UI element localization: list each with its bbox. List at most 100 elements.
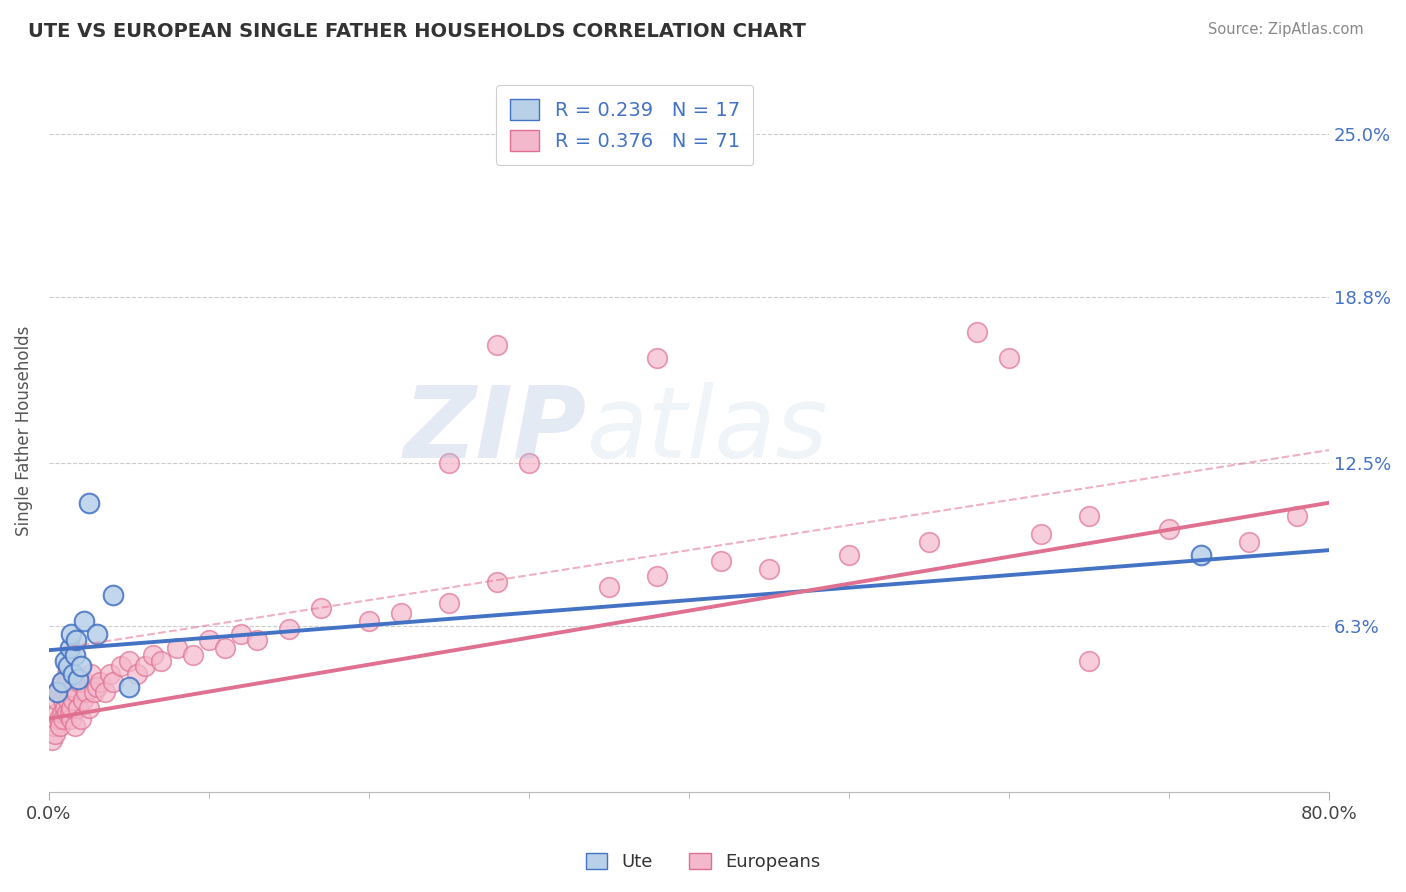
- Point: [389, 607, 412, 621]
- Point: [598, 580, 620, 594]
- Point: [56, 674, 79, 689]
- Point: [56, 693, 79, 707]
- Point: [70, 659, 93, 673]
- Point: [710, 554, 733, 568]
- Point: [214, 640, 236, 655]
- Point: [437, 456, 460, 470]
- Point: [59, 640, 82, 655]
- Text: Source: ZipAtlas.com: Source: ZipAtlas.com: [1208, 22, 1364, 37]
- Point: [65, 632, 87, 647]
- Point: [63, 719, 86, 733]
- Point: [309, 601, 332, 615]
- Point: [181, 648, 204, 663]
- Point: [149, 654, 172, 668]
- Point: [229, 627, 252, 641]
- Point: [70, 712, 93, 726]
- Point: [125, 666, 148, 681]
- Point: [51, 674, 73, 689]
- Point: [89, 674, 111, 689]
- Text: atlas: atlas: [586, 382, 828, 479]
- Point: [918, 535, 941, 549]
- Legend: R = 0.239   N = 17, R = 0.376   N = 71: R = 0.239 N = 17, R = 0.376 N = 71: [496, 86, 754, 165]
- Point: [62, 680, 84, 694]
- Point: [79, 666, 101, 681]
- Point: [118, 680, 141, 694]
- Point: [1237, 535, 1260, 549]
- Point: [437, 596, 460, 610]
- Point: [357, 614, 380, 628]
- Text: UTE VS EUROPEAN SINGLE FATHER HOUSEHOLDS CORRELATION CHART: UTE VS EUROPEAN SINGLE FATHER HOUSEHOLDS…: [28, 22, 806, 41]
- Point: [60, 627, 83, 641]
- Point: [101, 588, 124, 602]
- Point: [73, 614, 96, 628]
- Point: [60, 701, 83, 715]
- Point: [73, 674, 96, 689]
- Point: [517, 456, 540, 470]
- Point: [278, 622, 301, 636]
- Point: [60, 712, 83, 726]
- Point: [41, 732, 63, 747]
- Point: [62, 693, 84, 707]
- Text: ZIP: ZIP: [404, 382, 586, 479]
- Point: [485, 574, 508, 589]
- Point: [56, 659, 79, 673]
- Point: [998, 351, 1021, 365]
- Legend: Ute, Europeans: Ute, Europeans: [578, 846, 828, 879]
- Point: [758, 561, 780, 575]
- Point: [53, 701, 76, 715]
- Point: [46, 693, 69, 707]
- Point: [1077, 508, 1099, 523]
- Point: [1029, 527, 1052, 541]
- Point: [42, 719, 65, 733]
- Point: [134, 659, 156, 673]
- Point: [94, 685, 117, 699]
- Point: [77, 496, 100, 510]
- Point: [49, 719, 72, 733]
- Point: [52, 712, 75, 726]
- Point: [86, 627, 108, 641]
- Point: [198, 632, 221, 647]
- Point: [246, 632, 269, 647]
- Point: [46, 685, 69, 699]
- Point: [1285, 508, 1308, 523]
- Point: [98, 666, 121, 681]
- Point: [83, 685, 105, 699]
- Point: [48, 712, 70, 726]
- Point: [86, 680, 108, 694]
- Point: [110, 659, 132, 673]
- Point: [645, 569, 668, 583]
- Point: [66, 701, 89, 715]
- Point: [101, 674, 124, 689]
- Point: [59, 685, 82, 699]
- Point: [77, 701, 100, 715]
- Point: [1077, 654, 1099, 668]
- Point: [63, 648, 86, 663]
- Point: [166, 640, 188, 655]
- Point: [55, 706, 77, 721]
- Point: [838, 549, 860, 563]
- Point: [55, 666, 77, 681]
- Point: [48, 685, 70, 699]
- Point: [53, 685, 76, 699]
- Point: [72, 693, 94, 707]
- Point: [49, 680, 72, 694]
- Point: [1157, 522, 1180, 536]
- Point: [67, 674, 90, 689]
- Point: [66, 672, 89, 686]
- Point: [53, 654, 76, 668]
- Point: [44, 727, 66, 741]
- Point: [966, 325, 988, 339]
- Point: [46, 706, 69, 721]
- Point: [51, 674, 73, 689]
- Point: [51, 706, 73, 721]
- Point: [118, 654, 141, 668]
- Point: [142, 648, 165, 663]
- Point: [485, 338, 508, 352]
- Point: [52, 693, 75, 707]
- Point: [645, 351, 668, 365]
- Point: [62, 666, 84, 681]
- Point: [59, 706, 82, 721]
- Point: [75, 685, 97, 699]
- Y-axis label: Single Father Households: Single Father Households: [15, 326, 32, 535]
- Point: [65, 685, 87, 699]
